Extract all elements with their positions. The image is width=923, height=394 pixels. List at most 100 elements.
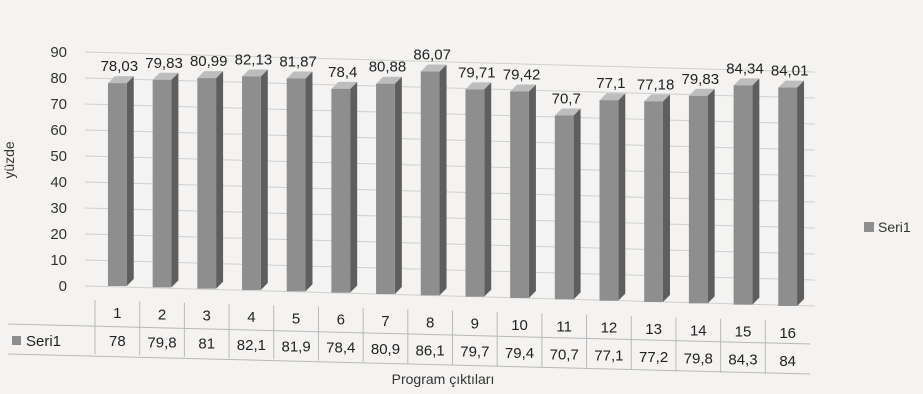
x-tick-label: 13 xyxy=(645,321,662,338)
data-label: 79,83 xyxy=(145,55,183,72)
table-value: 79,7 xyxy=(460,344,489,361)
table-value: 82,1 xyxy=(237,337,266,354)
data-label: 70,7 xyxy=(552,91,581,108)
y-tick-label: 80 xyxy=(50,70,67,87)
data-label: 86,07 xyxy=(413,47,451,64)
bar xyxy=(778,87,798,306)
table-value: 78,4 xyxy=(326,340,355,357)
bar-side xyxy=(350,81,358,293)
bar-top xyxy=(465,82,492,90)
bar-top xyxy=(107,76,134,84)
data-label: 82,13 xyxy=(235,51,273,68)
table-rule xyxy=(7,353,811,375)
x-tick-label: 8 xyxy=(426,314,434,331)
table-value: 77,1 xyxy=(594,348,623,365)
y-tick-label: 30 xyxy=(50,200,67,217)
bar-side xyxy=(394,76,402,294)
bar-side xyxy=(528,84,536,299)
bar xyxy=(331,88,351,293)
data-label: 79,42 xyxy=(503,67,541,84)
y-tick-label: 20 xyxy=(50,226,67,243)
bar xyxy=(510,91,529,299)
bar xyxy=(465,89,485,297)
y-tick-label: 60 xyxy=(50,122,67,139)
bar-side xyxy=(662,94,670,302)
gridline xyxy=(84,51,816,73)
data-label: 79,71 xyxy=(458,64,496,81)
bar-top xyxy=(331,81,358,89)
y-tick-label: 50 xyxy=(50,148,67,165)
table-value: 79,4 xyxy=(505,345,534,362)
data-labels: 78,03 79,83 80,99 82,13 81,87 78,4 80,88 86,07 7… xyxy=(101,47,809,108)
bars xyxy=(107,64,805,306)
table-value: 70,7 xyxy=(550,346,579,363)
table-value: 81,9 xyxy=(281,338,310,355)
table-value: 79,8 xyxy=(147,334,176,351)
x-tick-label: 15 xyxy=(735,324,752,341)
x-tick-label: 14 xyxy=(690,322,707,339)
y-axis-title: yüzde xyxy=(1,141,17,179)
x-axis-title: Program çıktıları xyxy=(392,371,495,387)
bar xyxy=(197,78,217,289)
table-series-label: Seri1 xyxy=(26,333,61,350)
x-tick-label: 6 xyxy=(337,312,345,329)
y-tick-label: 0 xyxy=(59,278,67,295)
bar-top xyxy=(152,72,179,80)
bar xyxy=(644,101,663,302)
table-value: 78 xyxy=(109,333,126,350)
x-tick-label: 7 xyxy=(381,313,389,330)
table-legend-swatch xyxy=(12,336,21,345)
legend-label: Seri1 xyxy=(878,219,911,235)
data-label: 78,4 xyxy=(328,64,357,81)
table-value: 81 xyxy=(198,336,215,353)
bar-top xyxy=(376,76,402,84)
table-rule xyxy=(7,323,811,345)
data-label: 84,34 xyxy=(726,60,764,77)
bar xyxy=(376,83,395,294)
bar-top xyxy=(420,64,447,72)
bar xyxy=(733,85,753,305)
table-value: 84,3 xyxy=(728,352,757,369)
bar-top xyxy=(733,78,760,86)
bar-side xyxy=(618,93,626,301)
bar-top xyxy=(510,84,536,92)
x-tick-label: 5 xyxy=(292,310,300,327)
y-tick-label: 40 xyxy=(50,174,67,191)
x-tick-label: 11 xyxy=(556,318,572,335)
bar-top xyxy=(599,93,626,101)
bar-side xyxy=(260,69,268,290)
bar-top xyxy=(286,71,313,79)
bar-side xyxy=(707,88,715,304)
table-value: 79,8 xyxy=(684,350,713,367)
bar xyxy=(599,100,619,301)
x-tick-label: 3 xyxy=(203,308,211,325)
legend-swatch xyxy=(864,222,874,232)
bar-top xyxy=(778,80,805,88)
bar xyxy=(152,79,172,288)
bar-side xyxy=(752,78,760,305)
x-tick-label: 10 xyxy=(511,317,528,334)
bar-side xyxy=(797,80,805,306)
x-tick-label: 12 xyxy=(601,320,618,337)
bar-side xyxy=(126,76,134,286)
data-label: 79,83 xyxy=(682,71,720,88)
bar-side xyxy=(439,64,447,296)
bar-side xyxy=(305,71,313,292)
bar xyxy=(554,115,574,300)
bar-top xyxy=(554,108,581,116)
bar-top xyxy=(688,88,715,96)
data-label: 81,87 xyxy=(279,53,317,70)
table-value: 86,1 xyxy=(416,342,445,359)
y-tick-label: 10 xyxy=(50,252,67,269)
table-value: 80,9 xyxy=(371,341,400,358)
legend: Seri1 xyxy=(864,219,911,235)
x-tick-label: 4 xyxy=(247,309,255,326)
bar xyxy=(286,78,306,292)
bar-top xyxy=(644,94,670,102)
x-tick-label: 9 xyxy=(471,316,479,333)
y-axis-ticks: 0 10 20 30 40 50 60 70 80 90 xyxy=(50,44,67,295)
data-table: 1 78 2 79,8 3 81 4 82,1 5 81,9 6 78,4 7 80,9 8 86,1 9 79,… xyxy=(7,300,811,375)
data-label: 77,18 xyxy=(637,76,675,93)
data-label: 80,88 xyxy=(369,59,407,76)
bar-top xyxy=(242,69,268,77)
